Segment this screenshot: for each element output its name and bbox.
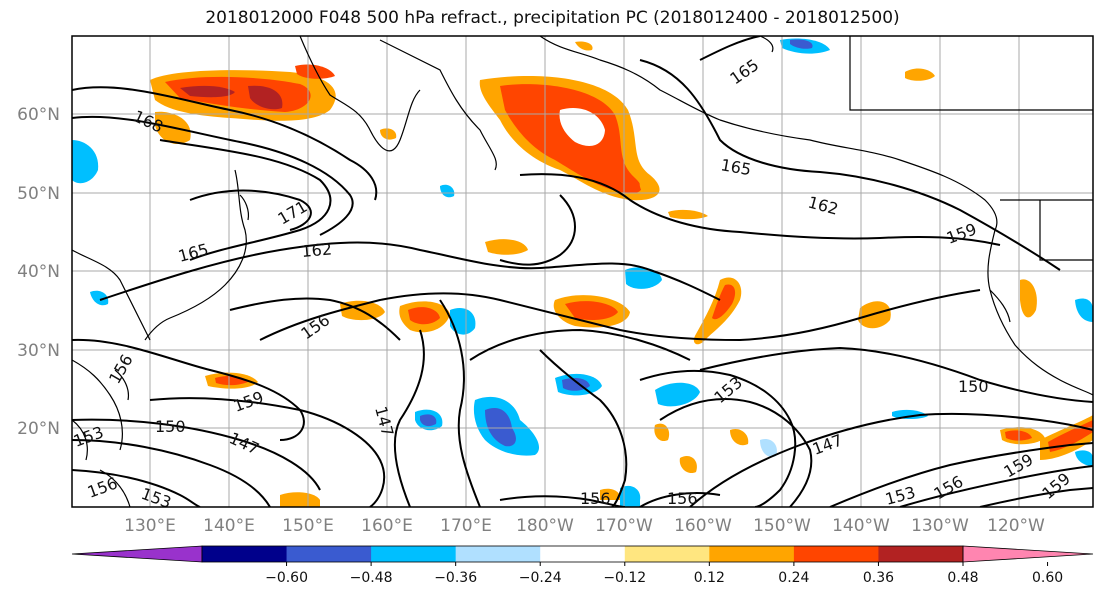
lon-label: 180°W — [516, 516, 574, 536]
colorbar-tick-label: −0.60 — [265, 570, 308, 586]
colorbar-tick-label: 0.36 — [863, 570, 894, 586]
lon-label: 160°W — [674, 516, 732, 536]
colorbar-tick-label: −0.12 — [603, 570, 646, 586]
colorbar-outline — [201, 545, 964, 563]
refractivity-contours — [72, 36, 1093, 507]
colorbar: −0.60 −0.48 −0.36 −0.24 −0.12 0.12 0.24 0.36 0.4… — [71, 545, 1094, 586]
map-frame — [71, 35, 1094, 508]
contour-label: 156 — [580, 489, 611, 508]
lon-label: 170°E — [440, 516, 492, 536]
latitude-labels: 60°N 50°N 40°N 30°N 20°N — [17, 105, 60, 439]
graticule — [72, 36, 1093, 507]
colorbar-extension-high — [962, 545, 1094, 563]
lon-label: 160°E — [361, 516, 413, 536]
longitude-labels: 130°E 140°E 150°E 160°E 170°E 180°W 170°… — [124, 516, 1045, 536]
colorbar-bin — [624, 546, 710, 562]
lon-label: 150°W — [753, 516, 811, 536]
colorbar-bin — [709, 546, 795, 562]
colorbar-tick-label: −0.24 — [519, 570, 562, 586]
colorbar-tick-label: 0.12 — [694, 570, 725, 586]
contour-label: 150 — [155, 417, 186, 436]
lat-label: 20°N — [17, 419, 60, 439]
coastlines — [72, 36, 1093, 507]
lat-label: 50°N — [17, 184, 60, 204]
lon-label: 130°E — [124, 516, 176, 536]
lon-label: 140°E — [203, 516, 255, 536]
contour-label: 150 — [958, 377, 989, 396]
colorbar-tick-label: 0.24 — [778, 570, 809, 586]
colorbar-tick-label: −0.36 — [434, 570, 477, 586]
contour-label: 162 — [301, 239, 333, 261]
colorbar-bin — [371, 546, 457, 562]
lat-label: 60°N — [17, 105, 60, 125]
contour-label: 156 — [667, 489, 698, 508]
lat-label: 40°N — [17, 262, 60, 282]
colorbar-tick-label: 0.48 — [947, 570, 978, 586]
lon-label: 120°W — [987, 516, 1045, 536]
colorbar-bin — [202, 546, 288, 562]
lon-label: 140°W — [832, 516, 890, 536]
colorbar-tick-label: −0.48 — [350, 570, 393, 586]
lon-label: 170°W — [595, 516, 653, 536]
lon-label: 130°W — [911, 516, 969, 536]
precip-negative-shading — [72, 38, 1093, 507]
map-title: 2018012000 F048 500 hPa refract., precip… — [205, 8, 900, 28]
colorbar-bin — [878, 546, 964, 562]
colorbar-bin — [286, 546, 372, 562]
lat-label: 30°N — [17, 341, 60, 361]
colorbar-tick-label: 0.60 — [1032, 570, 1063, 586]
colorbar-bin — [455, 546, 541, 562]
colorbar-extension-low — [71, 545, 203, 563]
colorbar-bin — [793, 546, 879, 562]
colorbar-bin — [540, 546, 626, 562]
lon-label: 150°E — [282, 516, 334, 536]
